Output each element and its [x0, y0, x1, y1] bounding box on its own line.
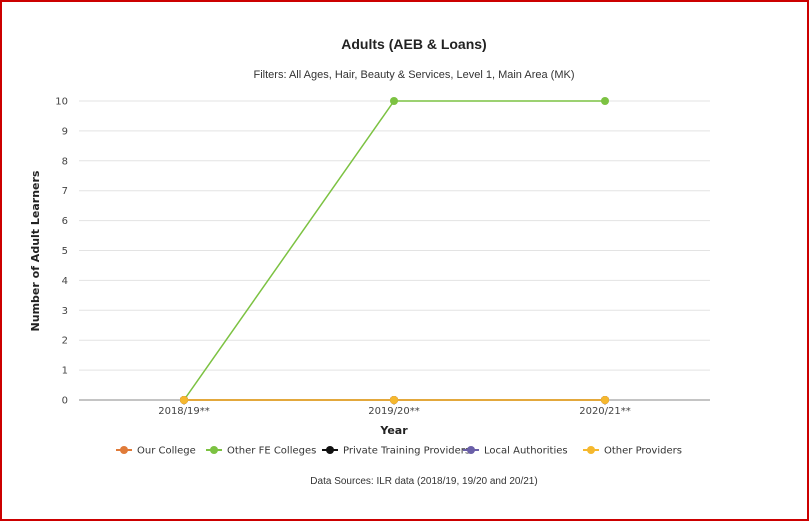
legend-item-private-training-providers[interactable]: Private Training Providers [322, 446, 470, 457]
data-point-other-providers[interactable] [390, 396, 398, 404]
x-tick-label: 2018/19** [158, 406, 210, 417]
y-axis-ticks: 0 1 2 3 4 5 6 7 8 9 10 [55, 97, 68, 407]
chart-subtitle: Filters: All Ages, Hair, Beauty & Servic… [254, 69, 575, 81]
y-tick-label: 10 [55, 97, 68, 108]
y-tick-label: 6 [62, 216, 68, 227]
legend-swatch-marker [326, 446, 334, 454]
legend-swatch-marker [120, 446, 128, 454]
y-axis-title: Number of Adult Learners [29, 170, 42, 331]
data-point-other-fe-colleges[interactable] [390, 97, 398, 105]
data-point-other-providers[interactable] [601, 396, 609, 404]
chart-title: Adults (AEB & Loans) [341, 36, 486, 52]
y-tick-label: 3 [62, 306, 68, 317]
y-tick-label: 8 [62, 156, 68, 167]
gridlines [79, 100, 710, 401]
legend: Our College Other FE Colleges Private Trai… [116, 446, 682, 457]
legend-label: Private Training Providers [343, 446, 470, 457]
data-point-other-fe-colleges[interactable] [601, 97, 609, 105]
x-tick-label: 2019/20** [368, 406, 420, 417]
legend-swatch-marker [210, 446, 218, 454]
legend-item-other-fe-colleges[interactable]: Other FE Colleges [206, 446, 316, 457]
legend-swatch-marker [587, 446, 595, 454]
y-tick-label: 9 [62, 126, 68, 137]
legend-label: Other Providers [604, 446, 682, 457]
x-tick-label: 2020/21** [579, 406, 631, 417]
legend-item-other-providers[interactable]: Other Providers [583, 446, 682, 457]
y-tick-label: 5 [62, 246, 68, 257]
legend-item-local-authorities[interactable]: Local Authorities [463, 446, 568, 457]
data-source-note: Data Sources: ILR data (2018/19, 19/20 a… [310, 476, 537, 487]
y-tick-label: 4 [62, 276, 68, 287]
legend-item-our-college[interactable]: Our College [116, 446, 196, 457]
y-tick-label: 7 [62, 186, 68, 197]
y-tick-label: 2 [62, 336, 68, 347]
legend-swatch-marker [467, 446, 475, 454]
series-points [180, 97, 609, 404]
x-axis-title: Year [379, 424, 408, 437]
legend-label: Other FE Colleges [227, 446, 316, 457]
y-tick-label: 1 [62, 366, 68, 377]
data-point-other-providers[interactable] [180, 396, 188, 404]
legend-label: Local Authorities [484, 446, 568, 457]
y-tick-label: 0 [62, 396, 68, 407]
legend-label: Our College [137, 446, 196, 457]
